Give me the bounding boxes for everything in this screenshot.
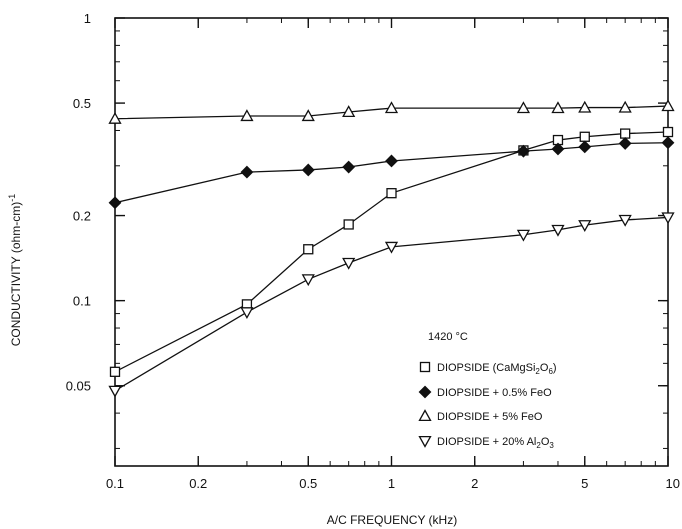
data-point [343, 219, 354, 230]
series-triangle-up [108, 99, 675, 124]
y-tick-label: 0.05 [66, 379, 91, 394]
y-tick-label: 0.5 [73, 96, 91, 111]
data-point [240, 165, 254, 179]
legend-marker-triangle-down [418, 435, 432, 448]
data-point [342, 257, 356, 270]
legend-entry-al2o3: DIOPSIDE + 20% Al2O3 [437, 436, 554, 450]
legend-marker-shape [419, 361, 431, 373]
data-point [385, 154, 398, 168]
y-tick-label: 0.1 [73, 294, 91, 309]
data-point [240, 109, 254, 122]
legend-marker-shape [418, 385, 432, 399]
data-point [661, 99, 675, 112]
data-point [384, 101, 399, 114]
data-point [240, 307, 254, 320]
series-line [114, 142, 669, 204]
data-point [516, 229, 531, 242]
data-point [301, 163, 315, 177]
data-point [516, 101, 531, 114]
legend-entry-feo-5: DIOPSIDE + 5% FeO [437, 411, 543, 423]
legend-marker-triangle-up [418, 409, 432, 422]
data-point [618, 136, 632, 150]
data-point [578, 140, 592, 154]
data-point [384, 241, 399, 254]
data-point [517, 144, 530, 158]
x-tick-label: 0.1 [106, 476, 124, 491]
series-diamond [108, 136, 675, 210]
data-point [342, 160, 356, 174]
legend-marker-square [419, 361, 431, 373]
x-tick-label: 1 [388, 476, 395, 491]
x-tick-label: 0.2 [189, 476, 207, 491]
data-point [551, 224, 565, 237]
data-point [108, 385, 122, 398]
legend-marker-diamond [418, 385, 432, 399]
data-point [303, 244, 314, 255]
data-point [618, 100, 632, 113]
x-tick-label: 10 [666, 476, 680, 491]
data-point [551, 142, 565, 156]
data-point [342, 105, 356, 118]
legend-entry-feo-05: DIOPSIDE + 0.5% FeO [437, 387, 552, 399]
legend-entry-diopside: DIOPSIDE (CaMgSi2O6) [437, 362, 557, 376]
legend-marker-shape [418, 435, 432, 448]
series-square [109, 126, 674, 377]
data-point [579, 131, 590, 142]
series-line [114, 216, 669, 392]
data-point [551, 101, 565, 114]
data-point [578, 220, 592, 232]
series-triangle-down [108, 212, 675, 398]
data-point [108, 111, 122, 124]
series-line [114, 105, 669, 120]
data-point [386, 188, 397, 199]
data-point [661, 212, 675, 225]
data-point [578, 100, 592, 113]
data-point [662, 126, 674, 138]
data-point [108, 196, 122, 210]
data-point [109, 366, 121, 377]
x-tick-label: 5 [581, 476, 588, 491]
x-tick-label: 2 [471, 476, 478, 491]
series-line [114, 131, 669, 373]
x-tick-label: 0.5 [299, 476, 317, 491]
legend-title: 1420 °C [428, 331, 468, 343]
legend: 1420 °C DIOPSIDE (CaMgSi2O6) DIOPSIDE + … [418, 331, 557, 450]
data-point [618, 214, 632, 227]
y-tick-label: 0.2 [73, 209, 91, 224]
legend-marker-shape [418, 409, 432, 422]
y-tick-label: 1 [84, 11, 91, 26]
data-point [301, 109, 315, 122]
data-point [661, 136, 675, 150]
y-axis-label: CONDUCTIVITY (ohm-cm)-1 [7, 194, 23, 346]
data-point [620, 128, 631, 139]
x-axis-label: A/C FREQUENCY (kHz) [327, 513, 457, 527]
data-point [301, 274, 315, 287]
